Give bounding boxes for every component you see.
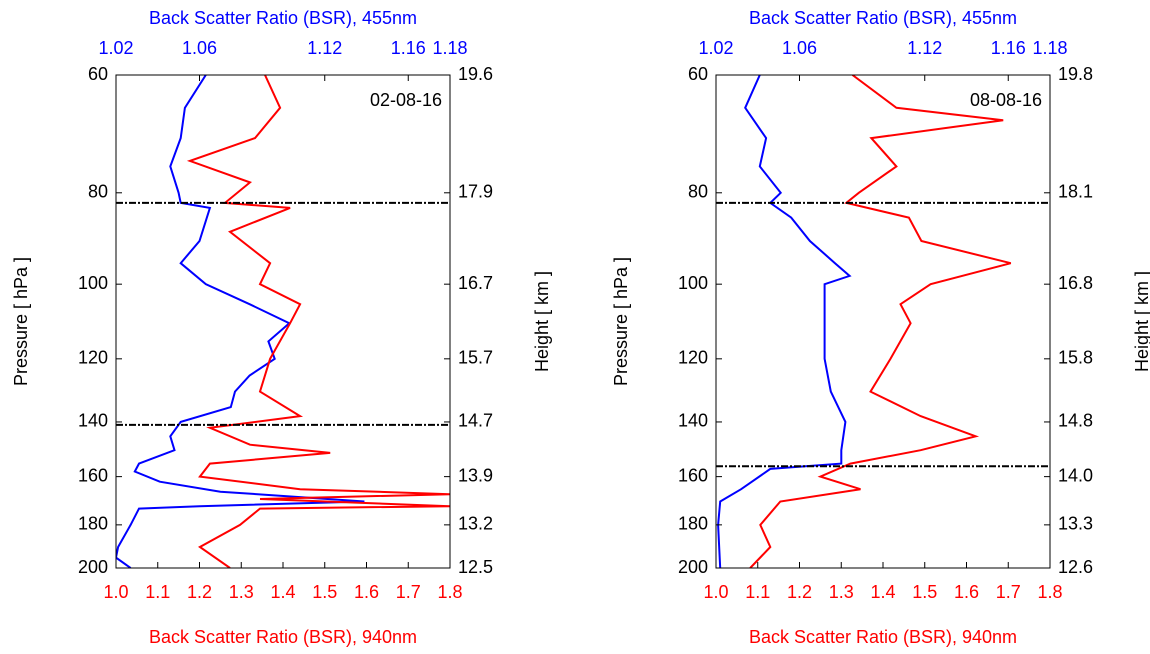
y-tick-label: 200: [78, 557, 108, 577]
y2-tick-label: 15.7: [458, 348, 493, 368]
x-tick-label: 1.4: [870, 582, 895, 602]
y2-tick-label: 14.8: [1058, 411, 1093, 431]
x2-tick-label: 1.02: [98, 38, 133, 58]
y2-tick-label: 14.7: [458, 411, 493, 431]
x-tick-label: 1.1: [145, 582, 170, 602]
x-tick-label: 1.5: [312, 582, 337, 602]
y-tick-label: 120: [78, 348, 108, 368]
x-tick-label: 1.0: [103, 582, 128, 602]
y-tick-label: 80: [688, 182, 708, 202]
x2-tick-label: 1.06: [182, 38, 217, 58]
x-tick-label: 1.7: [996, 582, 1021, 602]
y-tick-label: 200: [678, 557, 708, 577]
x2-tick-label: 1.16: [991, 38, 1026, 58]
x-tick-label: 1.2: [787, 582, 812, 602]
y2-tick-label: 13.9: [458, 465, 493, 485]
y-tick-label: 60: [688, 64, 708, 84]
y-tick-label: 140: [678, 411, 708, 431]
y-tick-label: 140: [78, 411, 108, 431]
profile-line: [717, 75, 852, 568]
plot-frame: [715, 74, 1051, 569]
y-tick-label: 160: [678, 465, 708, 485]
y2-tick-label: 18.1: [1058, 182, 1093, 202]
annotation: 02-08-16: [370, 90, 442, 110]
y-tick-label: 60: [88, 64, 108, 84]
y2-tick-label: 16.7: [458, 273, 493, 293]
x-tick-label: 1.3: [829, 582, 854, 602]
y-tick-label: 80: [88, 182, 108, 202]
x-tick-label: 1.0: [703, 582, 728, 602]
y2-axis-title: Height [ km ]: [532, 271, 552, 372]
y-tick-label: 120: [678, 348, 708, 368]
y-tick-label: 100: [78, 273, 108, 293]
y2-tick-label: 15.8: [1058, 348, 1093, 368]
x2-tick-label: 1.12: [307, 38, 342, 58]
x2-axis-title: Back Scatter Ratio (BSR), 455nm: [149, 8, 417, 28]
y2-tick-label: 16.8: [1058, 273, 1093, 293]
y2-tick-label: 13.2: [458, 514, 493, 534]
y-tick-label: 180: [678, 514, 708, 534]
x-tick-label: 1.6: [354, 582, 379, 602]
y2-tick-label: 19.6: [458, 64, 493, 84]
x-tick-label: 1.7: [396, 582, 421, 602]
x-tick-label: 1.1: [745, 582, 770, 602]
y-axis-title: Pressure [ hPa ]: [11, 257, 31, 386]
x-tick-label: 1.5: [912, 582, 937, 602]
x-tick-label: 1.8: [1037, 582, 1062, 602]
annotation: 08-08-16: [970, 90, 1042, 110]
y2-tick-label: 17.9: [458, 182, 493, 202]
x-tick-label: 1.6: [954, 582, 979, 602]
profile-line: [749, 75, 1012, 568]
x-axis-title: Back Scatter Ratio (BSR), 940nm: [749, 627, 1017, 647]
x2-tick-label: 1.16: [391, 38, 426, 58]
x2-axis-title: Back Scatter Ratio (BSR), 455nm: [749, 8, 1017, 28]
y2-tick-label: 19.8: [1058, 64, 1093, 84]
y2-tick-label: 12.5: [458, 557, 493, 577]
x-tick-label: 1.8: [437, 582, 462, 602]
y-tick-label: 100: [678, 273, 708, 293]
y-axis-title: Pressure [ hPa ]: [611, 257, 631, 386]
x-tick-label: 1.4: [270, 582, 295, 602]
profile-line: [116, 75, 365, 568]
y-tick-label: 180: [78, 514, 108, 534]
x2-tick-label: 1.12: [907, 38, 942, 58]
y-tick-label: 160: [78, 465, 108, 485]
x-tick-label: 1.3: [229, 582, 254, 602]
y2-axis-title: Height [ km ]: [1132, 271, 1150, 372]
y2-tick-label: 14.0: [1058, 465, 1093, 485]
y2-tick-label: 13.3: [1058, 514, 1093, 534]
x2-tick-label: 1.18: [1032, 38, 1067, 58]
x2-tick-label: 1.06: [782, 38, 817, 58]
profile-line: [186, 75, 450, 568]
y2-tick-label: 12.6: [1058, 557, 1093, 577]
plot-frame: [115, 74, 451, 569]
x-axis-title: Back Scatter Ratio (BSR), 940nm: [149, 627, 417, 647]
x2-tick-label: 1.18: [432, 38, 467, 58]
x-tick-label: 1.2: [187, 582, 212, 602]
x2-tick-label: 1.02: [698, 38, 733, 58]
